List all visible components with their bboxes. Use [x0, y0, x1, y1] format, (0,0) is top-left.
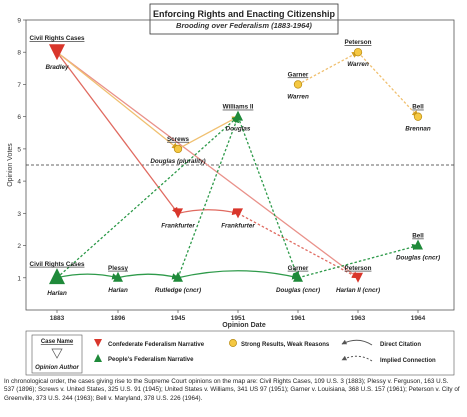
links-layer	[56, 51, 419, 280]
y-tick-label: 6	[17, 114, 21, 121]
y-axis-label: Opinion Votes	[7, 143, 14, 187]
y-tick-label: 3	[17, 211, 21, 218]
case-name-peterson_w: Peterson	[345, 39, 372, 46]
node-marker-frank45	[173, 208, 183, 219]
opinion-author-frank51: Frankfurter	[221, 222, 255, 229]
legend-direct-sample	[341, 339, 373, 346]
y-tick-label: 7	[17, 82, 21, 89]
y-tick-label: 4	[17, 179, 21, 186]
legend-direct-label: Direct Citation	[380, 342, 421, 348]
link-bradley-to-peterson_h	[56, 51, 359, 279]
opinion-author-garner_w: Warren	[287, 93, 309, 100]
node-marker-williams	[233, 110, 243, 121]
link-garner_w-to-peterson_w	[297, 51, 359, 86]
figure-caption: In chronological order, the cases giving…	[4, 378, 460, 403]
node-marker-harlan1883	[49, 268, 65, 285]
legend-opinion-author: Opinion Author	[35, 365, 79, 371]
link-plessy-to-rutledge	[117, 273, 179, 280]
x-tick-label: 1883	[50, 315, 65, 322]
legend-implied-sample	[341, 355, 373, 362]
link-bradley-to-screws	[56, 51, 179, 150]
opinion-author-williams: Douglas	[226, 126, 251, 133]
legend-peoples-label: People's Federalism Narrative	[108, 357, 194, 363]
chart-subtitle: Brooding over Federalism (1883-1964)	[176, 21, 312, 30]
opinion-author-rutledge: Rutledge (cncr)	[155, 287, 201, 294]
x-tick-label: 1951	[231, 315, 246, 322]
node-marker-bell_b	[413, 112, 423, 121]
node-marker-peterson_w	[353, 48, 363, 57]
opinion-author-bell_d: Douglas (cncr)	[396, 255, 440, 262]
opinion-author-plessy: Harlan	[108, 287, 128, 294]
node-marker-frank51	[233, 208, 243, 219]
case-name-bell_d: Bell	[412, 233, 424, 240]
x-tick-label: 1961	[291, 315, 306, 322]
y-tick-label: 2	[17, 243, 21, 250]
y-tick-label: 8	[17, 50, 21, 57]
node-marker-plessy	[113, 271, 123, 282]
node-marker-rutledge	[173, 271, 183, 282]
x-tick-label: 1964	[411, 315, 426, 322]
link-garner_d-to-bell_d	[297, 243, 419, 279]
case-name-bell_b: Bell	[412, 104, 424, 111]
link-rutledge-to-garner_d	[177, 270, 299, 280]
opinion-author-garner_d: Douglas (cncr)	[276, 287, 320, 294]
node-marker-peterson_h	[353, 272, 363, 283]
opinion-author-peterson_h: Harlan II (cncr)	[336, 287, 380, 294]
y-tick-label: 1	[17, 275, 21, 282]
legend-peoples-marker	[94, 354, 102, 362]
opinion-author-bradley: Bradley	[45, 64, 69, 71]
opinion-author-frank45: Frankfurter	[161, 222, 195, 229]
link-harlan1883-to-plessy	[56, 273, 119, 280]
link-bradley-to-frank45	[56, 51, 179, 214]
legend-confederate-label: Confederate Federalism Narrative	[108, 342, 205, 348]
x-tick-label: 1963	[351, 315, 366, 322]
link-rutledge-to-williams	[177, 116, 240, 279]
link-screws-to-williams	[177, 116, 239, 150]
legend-case-name: Case Name	[41, 339, 74, 345]
link-frank45-to-frank51	[177, 208, 239, 216]
nodes-layer: Civil Rights Cases Bradley Civil Rights Ca…	[30, 35, 441, 297]
link-williams-to-garner_d	[237, 116, 300, 279]
case-name-williams: Williams II	[223, 104, 254, 111]
opinion-author-harlan1883: Harlan	[47, 290, 67, 297]
y-tick-label: 5	[17, 146, 21, 153]
legend-sample-marker	[51, 348, 63, 359]
title-box: Enforcing Rights and Enacting Citizenshi…	[149, 3, 339, 35]
case-name-harlan1883: Civil Rights Cases	[30, 261, 85, 268]
opinion-author-screws: Douglas (plurality)	[150, 158, 205, 165]
chart-title: Enforcing Rights and Enacting Citizenshi…	[153, 9, 336, 19]
case-name-garner_w: Garner	[288, 71, 309, 78]
y-tick-label: 9	[17, 18, 21, 25]
node-marker-screws	[173, 144, 183, 154]
case-name-peterson_h: Peterson	[345, 265, 372, 272]
legend-frame	[25, 330, 455, 376]
legend-confederate-marker	[94, 339, 102, 347]
plot-frame	[25, 19, 455, 311]
link-harlan1883-to-williams	[56, 116, 239, 279]
node-marker-bradley	[49, 44, 65, 61]
x-tick-label: 1896	[111, 315, 126, 322]
caption-text: In chronological order, the cases giving…	[4, 378, 460, 402]
legend: Case Name Opinion Author Confederate Fed…	[25, 330, 455, 376]
legend-implied-label: Implied Connection	[380, 358, 436, 364]
legend-strong-label: Strong Results, Weak Reasons	[241, 342, 330, 348]
axes: 1 2 3 4 5 6 7 8 9 1883 1896 1945 1951 1961 1963 1964	[17, 18, 425, 323]
node-marker-garner_w	[293, 80, 303, 89]
opinion-author-bell_b: Brennan	[405, 126, 431, 133]
opinion-author-peterson_w: Warren	[347, 61, 369, 68]
case-name-garner_d: Garner	[288, 265, 309, 272]
case-name-screws: Screws	[167, 136, 190, 143]
x-tick-label: 1945	[171, 315, 186, 322]
x-axis-label: Opinion Date	[222, 322, 266, 329]
node-marker-garner_d	[293, 271, 303, 282]
citation-map: Enforcing Rights and Enacting Citizenshi…	[7, 3, 455, 376]
legend-strong-marker	[229, 339, 237, 347]
node-marker-bell_d	[413, 239, 423, 250]
link-peterson_w-to-bell_b	[357, 51, 419, 118]
case-name-plessy: Plessy	[108, 265, 128, 272]
case-name-bradley: Civil Rights Cases	[30, 35, 85, 42]
